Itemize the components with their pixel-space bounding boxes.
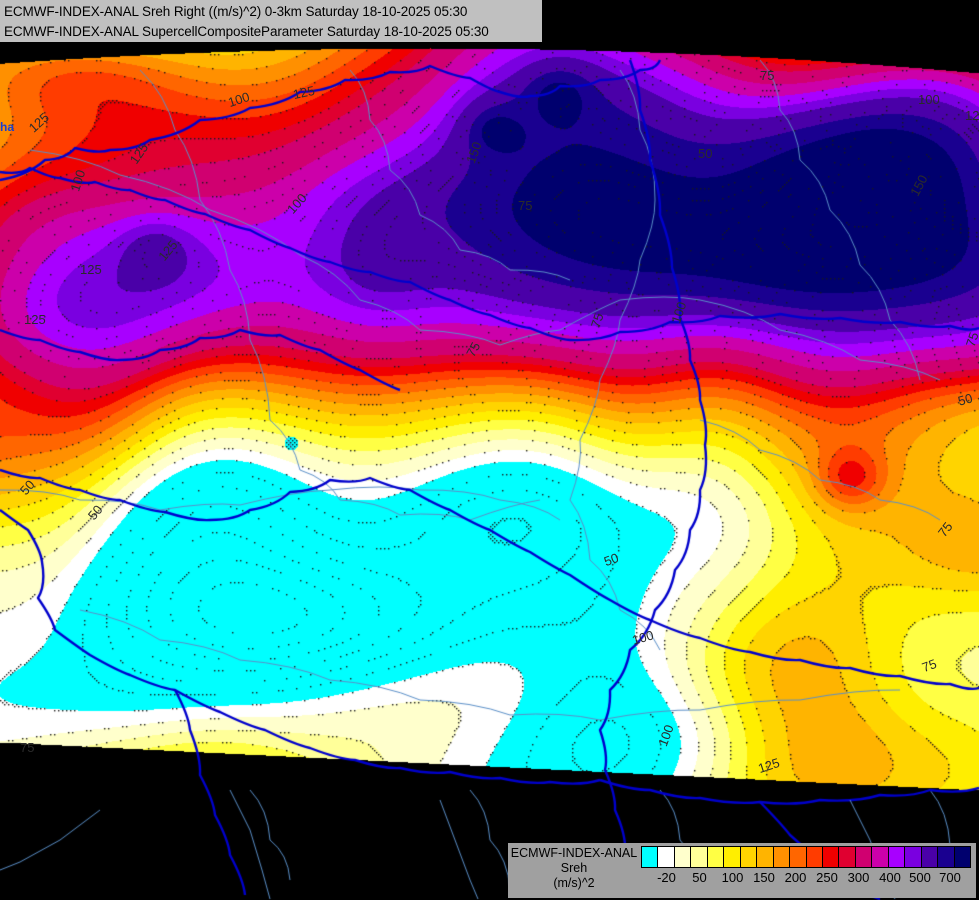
- colorbar-swatch: [839, 847, 856, 867]
- colorbar-swatch: [658, 847, 675, 867]
- colorbar-swatch: [872, 847, 889, 867]
- colorbar-swatch: [905, 847, 922, 867]
- colorbar-swatch: [954, 847, 971, 867]
- header-title-line-1: ECMWF-INDEX-ANAL Sreh Right ((m/s)^2) 0-…: [4, 4, 468, 19]
- colorbar-swatch: [822, 847, 840, 867]
- legend-panel: ECMWF-INDEX-ANAL Sreh (m/s)^2 -20 50 100 15…: [508, 843, 976, 898]
- colorbar-swatch: [674, 847, 692, 867]
- colorbar-swatch: [691, 847, 708, 867]
- colorbar-swatch: [921, 847, 939, 867]
- legend-units: (m/s)^2: [553, 876, 595, 890]
- legend-model-name: ECMWF-INDEX-ANAL: [510, 846, 638, 860]
- colorbar-swatch: [938, 847, 955, 867]
- colorbar-tick-label: 150: [753, 870, 775, 885]
- colorbar-tick-label: -20: [657, 870, 676, 885]
- colorbar-tick-label: 50: [692, 870, 707, 885]
- colorbar-swatch: [724, 847, 741, 867]
- legend-variable-name: Sreh: [560, 861, 588, 875]
- colorbar-swatch: [855, 847, 873, 867]
- colorbar-swatch: [707, 847, 725, 867]
- colorbar-tick-labels: -20 50 100 150 200 250 300 400 500 700: [641, 868, 971, 888]
- colorbar-tick-label: 100: [721, 870, 744, 885]
- colorbar-swatch: [790, 847, 807, 867]
- header-title-line-2: ECMWF-INDEX-ANAL SupercellCompositeParam…: [4, 24, 489, 39]
- colorbar-swatch: [888, 847, 906, 867]
- colorbar-swatch: [773, 847, 791, 867]
- colorbar-tick-label: 250: [816, 870, 838, 885]
- colorbar-swatch: [740, 847, 758, 867]
- legend-title-block: ECMWF-INDEX-ANAL Sreh (m/s)^2: [508, 843, 640, 891]
- colorbar-tick-label: 200: [784, 870, 807, 885]
- colorbar-swatch: [642, 847, 659, 867]
- colorbar-tick-label: 300: [847, 870, 870, 885]
- header-info-box: ECMWF-INDEX-ANAL Sreh Right ((m/s)^2) 0-…: [0, 0, 542, 42]
- colorbar-swatch: [757, 847, 774, 867]
- colorbar[interactable]: [641, 846, 971, 868]
- colorbar-tick-label: 700: [939, 870, 961, 885]
- colorbar-tick-label: 400: [879, 870, 901, 885]
- city-label: ha: [0, 120, 15, 134]
- colorbar-swatch: [806, 847, 823, 867]
- legend-colorbar-block: -20 50 100 150 200 250 300 400 500 700: [640, 843, 976, 888]
- colorbar-tick-label: 500: [909, 870, 931, 885]
